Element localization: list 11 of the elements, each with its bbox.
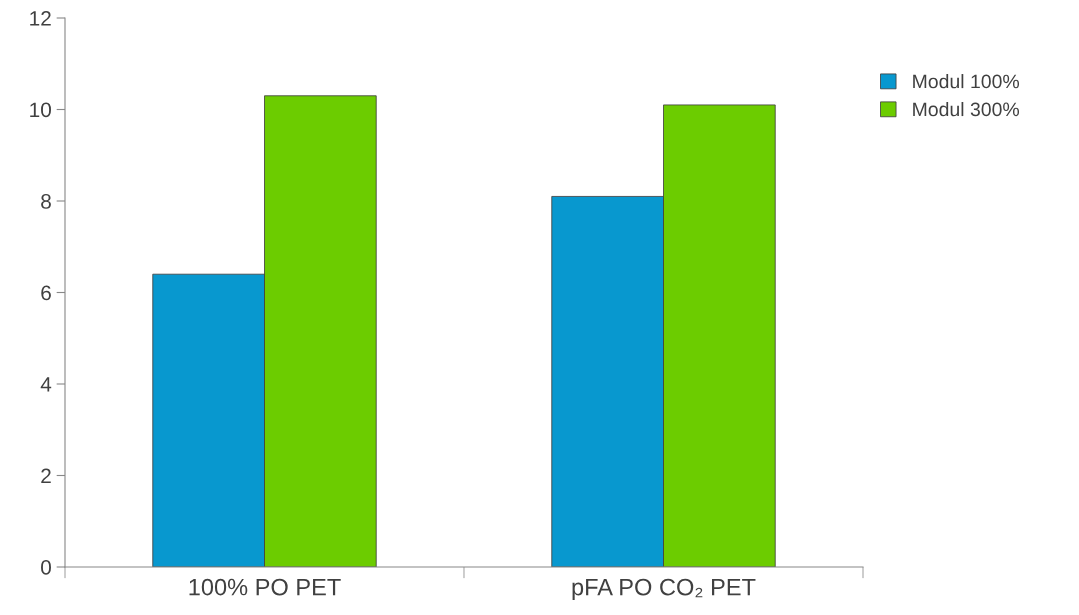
y-tick-label: 6	[41, 285, 51, 301]
y-tick-label: 4	[40, 377, 52, 392]
x-tick-label: pFA PO CO₂ PET	[572, 578, 756, 601]
y-tick-label: 12	[30, 11, 51, 26]
legend-label: Modul 300%	[913, 101, 1020, 117]
y-tick-label: 2	[41, 468, 51, 484]
x-tick-label: 100% PO PET	[189, 578, 341, 596]
y-tick-label: 0	[41, 560, 51, 575]
y-tick-label: 8	[41, 194, 51, 209]
y-tick-label: 10	[30, 102, 51, 118]
legend-label: Modul 100%	[913, 74, 1020, 89]
